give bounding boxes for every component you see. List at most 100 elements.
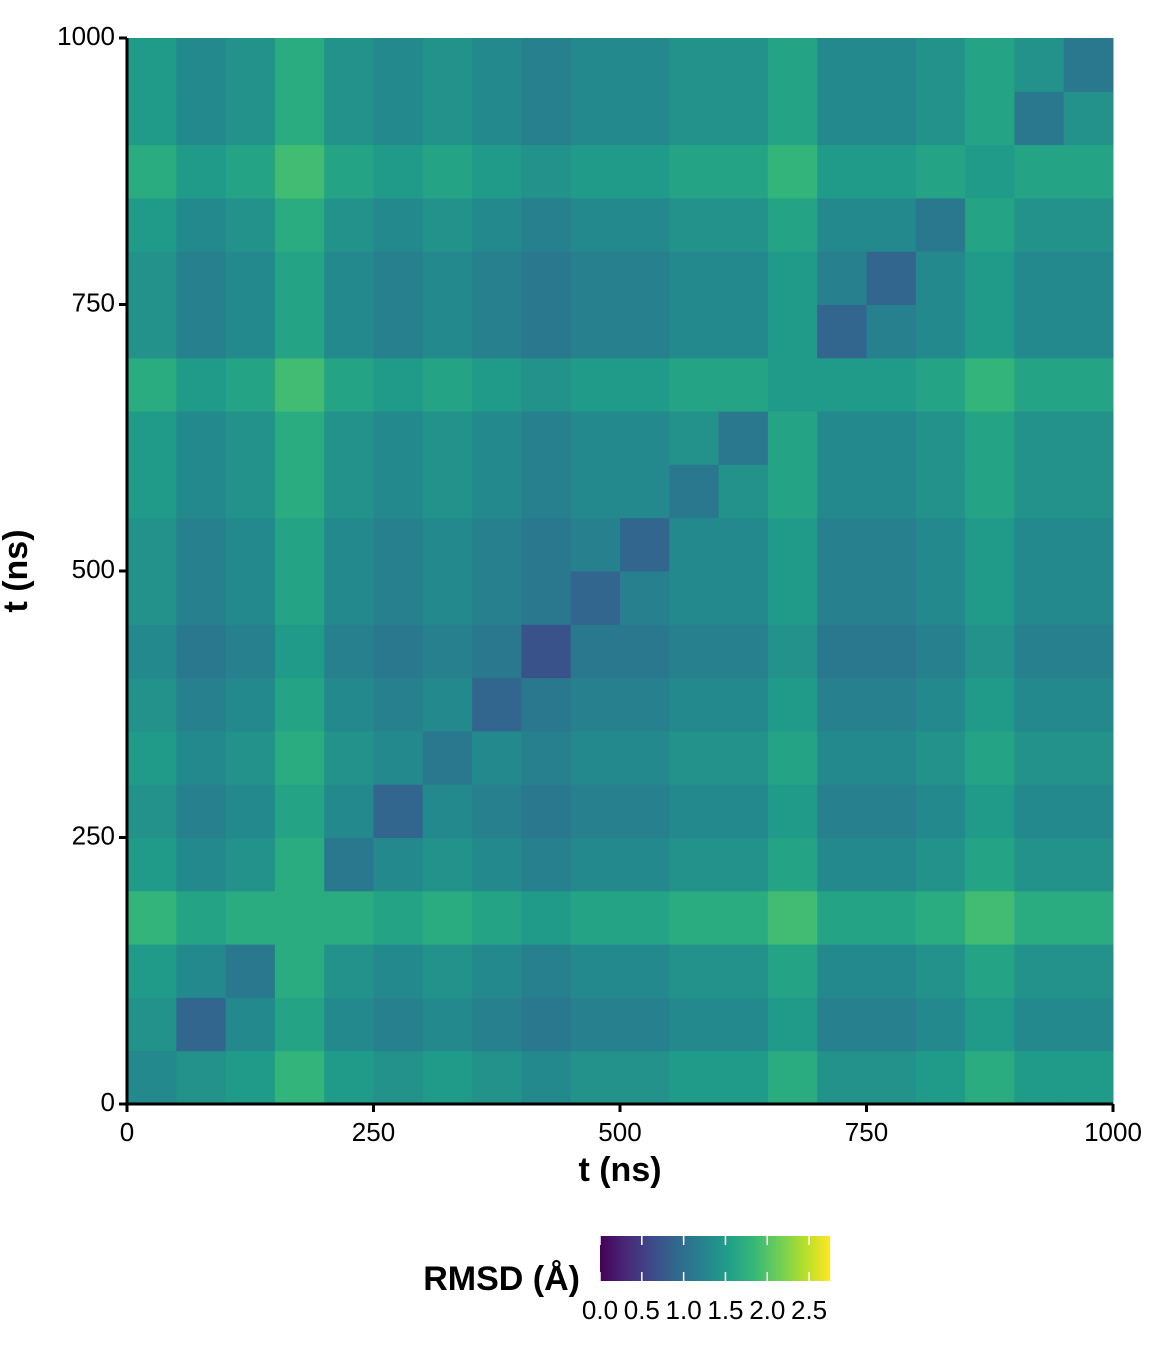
heatmap-cell xyxy=(1014,411,1065,465)
heatmap-cell xyxy=(1063,197,1114,252)
heatmap-cell xyxy=(274,91,325,146)
heatmap-cell xyxy=(472,91,522,146)
heatmap-cell xyxy=(225,411,276,465)
heatmap-cell xyxy=(570,1050,621,1105)
heatmap-cell xyxy=(965,304,1015,359)
heatmap-cell xyxy=(127,944,177,998)
heatmap-cell xyxy=(767,784,818,838)
heatmap-cell xyxy=(422,411,473,465)
heatmap-cell xyxy=(324,837,374,892)
heatmap-cell xyxy=(274,251,325,305)
heatmap-cell xyxy=(373,144,424,199)
heatmap-cell xyxy=(373,38,424,92)
heatmap-cell xyxy=(373,784,424,838)
y-tick-label: 250 xyxy=(72,820,115,850)
heatmap-cell xyxy=(620,464,670,519)
heatmap-cell xyxy=(521,624,572,679)
colorbar xyxy=(600,1236,830,1281)
heatmap-cell xyxy=(1014,944,1065,998)
heatmap-cell xyxy=(373,251,424,305)
heatmap-cell xyxy=(866,304,917,359)
heatmap-cell xyxy=(767,464,818,519)
heatmap xyxy=(127,38,1114,1105)
heatmap-cell xyxy=(422,38,473,92)
heatmap-cell xyxy=(1063,890,1114,945)
heatmap-cell xyxy=(817,730,867,785)
y-tick-label: 500 xyxy=(72,554,115,584)
heatmap-cell xyxy=(1014,837,1065,892)
heatmap-cell xyxy=(176,624,227,679)
heatmap-cell xyxy=(324,464,374,519)
heatmap-cell xyxy=(225,464,276,519)
heatmap-cell xyxy=(570,784,621,838)
heatmap-cell xyxy=(866,784,917,838)
heatmap-cell xyxy=(620,197,670,252)
heatmap-cell xyxy=(767,411,818,465)
heatmap-cell xyxy=(373,1050,424,1105)
heatmap-cell xyxy=(373,997,424,1052)
heatmap-cell xyxy=(767,624,818,679)
heatmap-cell xyxy=(472,517,522,572)
heatmap-cell xyxy=(472,677,522,732)
heatmap-cell xyxy=(422,91,473,146)
heatmap-cell xyxy=(373,411,424,465)
heatmap-cell xyxy=(373,197,424,252)
heatmap-cell xyxy=(127,1050,177,1105)
heatmap-cell xyxy=(324,91,374,146)
heatmap-cell xyxy=(965,197,1015,252)
heatmap-cell xyxy=(1063,304,1114,359)
heatmap-cell xyxy=(324,1050,374,1105)
heatmap-cell xyxy=(373,730,424,785)
heatmap-cell xyxy=(176,677,227,732)
heatmap-cell xyxy=(767,197,818,252)
heatmap-cell xyxy=(422,677,473,732)
heatmap-cell xyxy=(669,944,720,998)
heatmap-cell xyxy=(225,944,276,998)
heatmap-cell xyxy=(570,411,621,465)
heatmap-cell xyxy=(521,997,572,1052)
heatmap-cell xyxy=(817,144,867,199)
heatmap-cell xyxy=(620,730,670,785)
heatmap-cell xyxy=(1014,1050,1065,1105)
colorbar-tick-label: 1.5 xyxy=(707,1295,743,1325)
heatmap-cell xyxy=(620,890,670,945)
heatmap-cell xyxy=(965,784,1015,838)
heatmap-cell xyxy=(718,38,769,92)
heatmap-cell xyxy=(620,251,670,305)
heatmap-cell xyxy=(866,411,917,465)
heatmap-cell xyxy=(127,784,177,838)
heatmap-cell xyxy=(767,890,818,945)
heatmap-cell xyxy=(274,144,325,199)
heatmap-cell xyxy=(373,944,424,998)
heatmap-cell xyxy=(1063,144,1114,199)
heatmap-cell xyxy=(1014,144,1065,199)
heatmap-cell xyxy=(669,837,720,892)
heatmap-cell xyxy=(620,357,670,412)
heatmap-cell xyxy=(127,997,177,1052)
heatmap-cell xyxy=(817,624,867,679)
heatmap-cell xyxy=(669,997,720,1052)
heatmap-cell xyxy=(324,730,374,785)
heatmap-cell xyxy=(225,571,276,625)
heatmap-cell xyxy=(274,730,325,785)
heatmap-cell xyxy=(669,304,720,359)
heatmap-cell xyxy=(1014,784,1065,838)
heatmap-cell xyxy=(324,784,374,838)
heatmap-cell xyxy=(472,251,522,305)
heatmap-cell xyxy=(422,784,473,838)
heatmap-cell xyxy=(472,304,522,359)
heatmap-cell xyxy=(127,197,177,252)
heatmap-cell xyxy=(521,357,572,412)
heatmap-cell xyxy=(324,624,374,679)
heatmap-cell xyxy=(915,624,966,679)
heatmap-cell xyxy=(127,357,177,412)
heatmap-cell xyxy=(915,517,966,572)
heatmap-cell xyxy=(570,251,621,305)
heatmap-cell xyxy=(472,38,522,92)
heatmap-cell xyxy=(127,837,177,892)
colorbar-tick-label: 0.0 xyxy=(582,1295,618,1325)
x-tick-label: 250 xyxy=(352,1117,395,1147)
heatmap-cell xyxy=(324,144,374,199)
heatmap-cell xyxy=(570,837,621,892)
x-tick-label: 0 xyxy=(120,1117,134,1147)
